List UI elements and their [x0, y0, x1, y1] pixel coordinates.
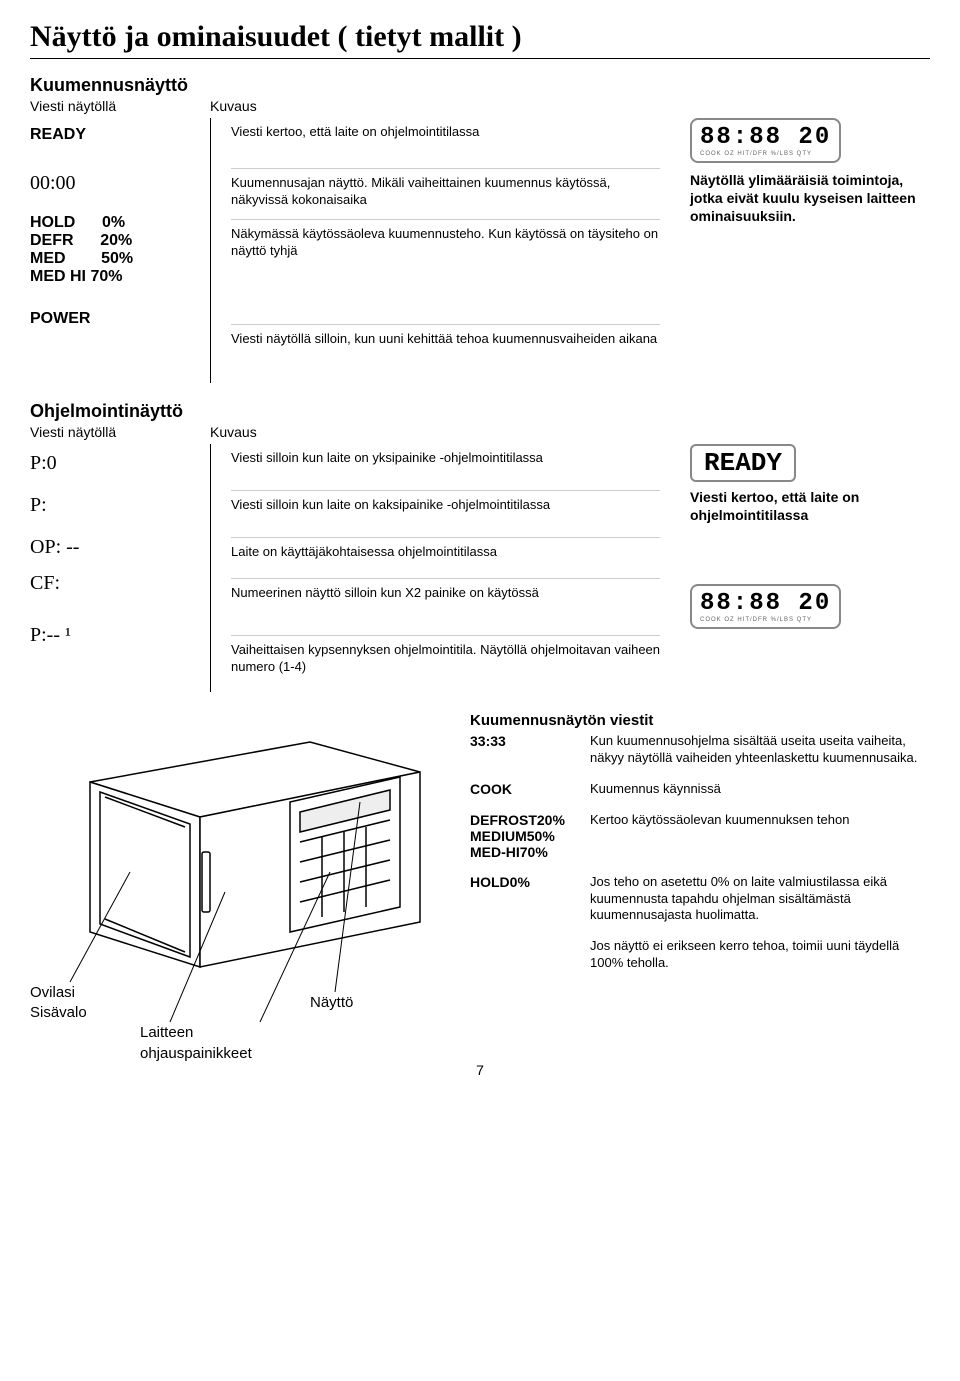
label-sisavalo: Sisävalo: [30, 1002, 87, 1023]
msg-desc-2: Kertoo käytössäolevan kuumennuksen tehon: [590, 812, 930, 860]
msg-desc-1: Kuumennus käynnissä: [590, 781, 930, 798]
ready-display: READY: [690, 444, 796, 482]
prog-cf-label: CF:: [30, 568, 210, 620]
msg-label-1: COOK: [470, 781, 590, 798]
prog-desc-5: Vaiheittaisen kypsennyksen ohjelmointiti…: [231, 636, 660, 692]
prog-head-right: Kuvaus: [210, 424, 930, 440]
prog-p0-label: P:0: [30, 448, 210, 490]
messages-col: Kuumennusnäytön viestit 33:33 Kun kuumen…: [470, 712, 930, 1042]
heat-med-label: MED 50%: [30, 250, 210, 268]
heat-note: Näytöllä ylimääräisiä toimintoja, jotka …: [690, 171, 930, 226]
heat-hold-label: HOLD 0%: [30, 214, 210, 232]
prog-note: Viesti kertoo, että laite on ohjelmointi…: [690, 488, 930, 524]
msg-row-3: HOLD0% Jos teho on asetettu 0% on laite …: [470, 874, 930, 925]
heat-right-col: 88:88 20 COOK OZ HIT/DFR %/LBS QTY Näytö…: [690, 118, 930, 383]
heat-defr-label: DEFR 20%: [30, 232, 210, 250]
prog-head-left: Viesti näytöllä: [30, 424, 210, 440]
heat-desc-4: Viesti näytöllä silloin, kun uuni kehitt…: [231, 325, 660, 383]
prog-right-col: READY Viesti kertoo, että laite on ohjel…: [690, 444, 930, 692]
lcd-display-2: 88:88 20 COOK OZ HIT/DFR %/LBS QTY: [690, 584, 841, 629]
msg-label-2: DEFROST20% MEDIUM50% MED-HI70%: [470, 812, 590, 860]
msg-row-4: Jos näyttö ei erikseen kerro tehoa, toim…: [470, 938, 930, 972]
prog-desc-1: Viesti silloin kun laite on yksipainike …: [231, 444, 660, 491]
label-painikkeet: Laitteen ohjauspainikkeet: [140, 1022, 300, 1064]
prog-table-head: Viesti näytöllä Kuvaus: [30, 424, 930, 440]
heat-head-left: Viesti näytöllä: [30, 98, 210, 114]
messages-title: Kuumennusnäytön viestit: [470, 712, 930, 729]
msg-row-0: 33:33 Kun kuumennusohjelma sisältää usei…: [470, 733, 930, 767]
page-title: Näyttö ja ominaisuudet ( tietyt mallit ): [30, 20, 930, 59]
msg-label-0: 33:33: [470, 733, 590, 767]
heat-time-label: 00:00: [30, 168, 210, 214]
msg-desc-4: Jos näyttö ei erikseen kerro tehoa, toim…: [590, 938, 930, 972]
heat-section: Kuumennusnäyttö Viesti näytöllä Kuvaus R…: [30, 75, 930, 383]
prog-desc-4: Numeerinen näyttö silloin kun X2 painike…: [231, 579, 660, 636]
lcd-display-1: 88:88 20 COOK OZ HIT/DFR %/LBS QTY: [690, 118, 841, 163]
heat-power-label: POWER: [30, 306, 210, 360]
msg-row-2: DEFROST20% MEDIUM50% MED-HI70% Kertoo kä…: [470, 812, 930, 860]
prog-p-label: P:: [30, 490, 210, 532]
heat-mid-col: Viesti kertoo, että laite on ohjelmointi…: [231, 118, 670, 383]
msg-label-3: HOLD0%: [470, 874, 590, 925]
prog-op-label: OP: --: [30, 532, 210, 568]
page-number: 7: [30, 1062, 930, 1078]
lcd-digits-2: 88:88 20: [700, 590, 831, 617]
prog-left-col: P:0 P: OP: -- CF: P:-- ¹: [30, 444, 211, 692]
prog-desc-3: Laite on käyttäjäkohtaisessa ohjelmointi…: [231, 538, 660, 579]
heat-table-head: Viesti näytöllä Kuvaus: [30, 98, 930, 114]
prog-p1-label: P:-- ¹: [30, 620, 210, 672]
label-naytto: Näyttö: [310, 992, 353, 1013]
lcd-sub-1: COOK OZ HIT/DFR %/LBS QTY: [700, 151, 831, 157]
heat-left-col: READY 00:00 HOLD 0% DEFR 20% MED 50% MED…: [30, 118, 211, 383]
msg-desc-0: Kun kuumennusohjelma sisältää useita use…: [590, 733, 930, 767]
microwave-diagram: Ovilasi Sisävalo Näyttö Laitteen ohjausp…: [30, 712, 450, 1042]
msg-label-4: [470, 938, 590, 972]
heat-desc-3: Näkymässä käytössäoleva kuumennusteho. K…: [231, 220, 660, 325]
heat-section-title: Kuumennusnäyttö: [30, 75, 930, 96]
label-ovilasi: Ovilasi: [30, 982, 75, 1003]
prog-section: Ohjelmointinäyttö Viesti näytöllä Kuvaus…: [30, 401, 930, 692]
heat-ready-label: READY: [30, 122, 210, 168]
lcd-sub-2: COOK OZ HIT/DFR %/LBS QTY: [700, 617, 831, 623]
microwave-svg: [30, 712, 450, 1042]
diagram-row: Ovilasi Sisävalo Näyttö Laitteen ohjausp…: [30, 712, 930, 1042]
prog-mid-col: Viesti silloin kun laite on yksipainike …: [231, 444, 670, 692]
prog-desc-2: Viesti silloin kun laite on kaksipainike…: [231, 491, 660, 538]
lcd-digits-1: 88:88 20: [700, 124, 831, 151]
msg-desc-3: Jos teho on asetettu 0% on laite valmius…: [590, 874, 930, 925]
heat-desc-2: Kuumennusajan näyttö. Mikäli vaiheittain…: [231, 169, 660, 220]
heat-medhi-label: MED HI 70%: [30, 268, 210, 286]
heat-desc-1: Viesti kertoo, että laite on ohjelmointi…: [231, 118, 660, 169]
msg-row-1: COOK Kuumennus käynnissä: [470, 781, 930, 798]
heat-power-levels: HOLD 0% DEFR 20% MED 50% MED HI 70%: [30, 214, 210, 306]
heat-head-right: Kuvaus: [210, 98, 930, 114]
prog-section-title: Ohjelmointinäyttö: [30, 401, 930, 422]
